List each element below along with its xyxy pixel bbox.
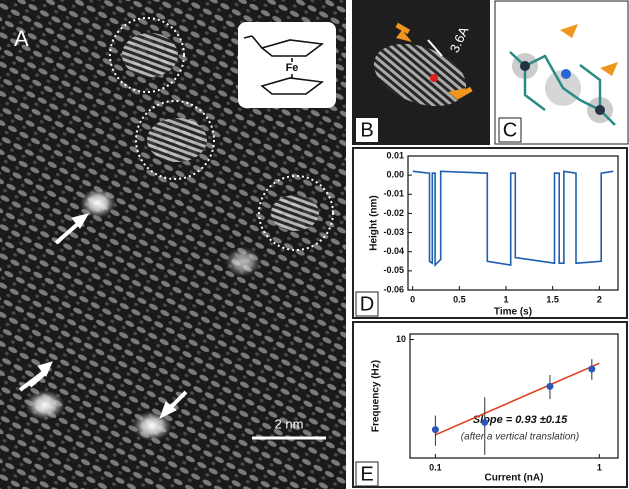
panel-label: C: [503, 119, 517, 141]
x-tick-label: 1.5: [546, 294, 559, 304]
y-tick-label: 10: [396, 334, 406, 344]
panel-label: D: [360, 293, 374, 315]
x-tick-label: 1: [597, 462, 602, 472]
y-tick-label: -0.03: [383, 227, 404, 237]
y-tick-label: -0.05: [383, 265, 404, 275]
y-tick-label: 0.00: [386, 170, 404, 180]
chart-frame: [353, 322, 627, 487]
y-tick-label: -0.01: [383, 189, 404, 199]
x-axis-label: Time (s): [494, 307, 532, 318]
y-axis-label: Height (nm): [369, 195, 380, 251]
blob: [25, 390, 65, 420]
molecule: [147, 118, 207, 162]
scale-label: 2 nm: [275, 416, 304, 431]
figure: A Fe 2 nm 3.6A B C D E Slope = 0.93 ±0.1…: [0, 0, 629, 489]
point: [432, 426, 439, 433]
point: [546, 383, 553, 390]
blob: [225, 247, 261, 277]
center-dot: [430, 74, 438, 82]
y-tick-label: -0.04: [383, 246, 404, 256]
x-axis-label: Current (nA): [485, 473, 544, 484]
panel-label: A: [14, 26, 29, 51]
y-tick-label: 0.01: [386, 150, 404, 160]
point: [588, 366, 595, 373]
molecule: [122, 33, 178, 77]
blob: [80, 188, 116, 218]
page: {"labels":["A","B","C","D","E"],"scale_b…: [0, 0, 629, 489]
point: [481, 419, 488, 426]
panel-label: B: [360, 119, 373, 141]
x-tick-label: 0.5: [453, 294, 466, 304]
panel-label: E: [360, 463, 373, 485]
atom-label: Fe: [286, 62, 299, 74]
annotation: (after a vertical translation): [461, 432, 579, 443]
x-tick-label: 0.1: [429, 462, 442, 472]
y-tick-label: -0.06: [383, 284, 404, 294]
y-axis-label: Frequency (Hz): [371, 360, 382, 432]
x-tick-label: 0: [410, 294, 415, 304]
molecule: [271, 195, 319, 231]
y-tick-label: -0.02: [383, 208, 404, 218]
x-tick-label: 2: [597, 294, 602, 304]
x-tick-label: 1: [503, 294, 508, 304]
